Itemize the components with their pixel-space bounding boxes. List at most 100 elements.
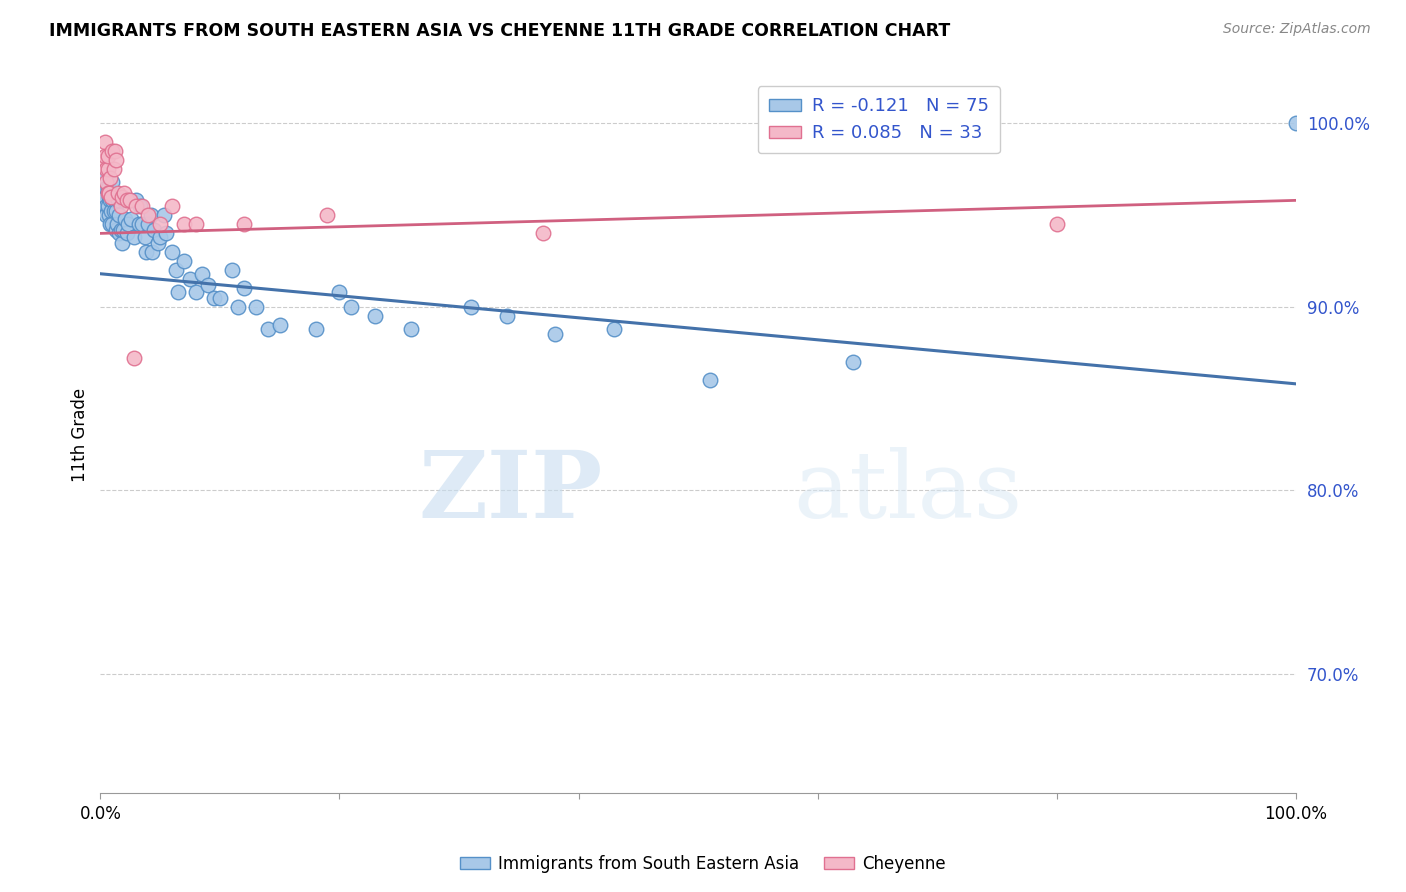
Point [340, 300, 363, 314]
Point [93, 153, 115, 167]
Point [155, 227, 177, 241]
Text: atlas: atlas [794, 448, 1024, 538]
Point [173, 254, 195, 268]
Point [136, 208, 159, 222]
Point [160, 199, 183, 213]
Point [232, 217, 254, 231]
Point [131, 199, 153, 213]
Point [128, 199, 150, 213]
Point [184, 217, 207, 231]
Point [115, 227, 138, 241]
Point [98, 194, 121, 208]
Point [115, 194, 138, 208]
Point [104, 144, 127, 158]
Point [316, 208, 339, 222]
Point [120, 194, 142, 208]
Point [256, 322, 278, 336]
Point [603, 322, 626, 336]
Text: ZIP: ZIP [418, 448, 602, 538]
Point [399, 322, 422, 336]
Legend: Immigrants from South Eastern Asia, Cheyenne: Immigrants from South Eastern Asia, Chey… [453, 848, 953, 880]
Point [97, 190, 120, 204]
Point [112, 194, 135, 208]
Point [149, 230, 172, 244]
Point [100, 190, 122, 204]
Point [101, 194, 124, 208]
Point [191, 267, 214, 281]
Point [1046, 217, 1069, 231]
Point [152, 208, 174, 222]
Point [111, 235, 134, 250]
Point [94, 149, 117, 163]
Point [111, 190, 134, 204]
Point [110, 223, 132, 237]
Point [112, 186, 135, 200]
Point [531, 227, 554, 241]
Point [103, 204, 125, 219]
Point [108, 208, 131, 222]
Point [134, 230, 156, 244]
Point [101, 217, 124, 231]
Point [104, 153, 127, 167]
Point [96, 199, 118, 213]
Point [108, 227, 131, 241]
Point [107, 186, 129, 200]
Point [104, 204, 127, 219]
Point [139, 208, 162, 222]
Point [93, 171, 115, 186]
Point [96, 180, 118, 194]
Point [98, 171, 121, 186]
Point [94, 190, 117, 204]
Point [96, 180, 118, 194]
Point [1285, 116, 1308, 130]
Point [208, 291, 231, 305]
Point [103, 162, 125, 177]
Point [97, 186, 120, 200]
Point [112, 223, 135, 237]
Point [96, 175, 118, 189]
Point [699, 373, 721, 387]
Legend: R = -0.121   N = 75, R = 0.085   N = 33: R = -0.121 N = 75, R = 0.085 N = 33 [758, 87, 1000, 153]
Point [842, 355, 865, 369]
Point [122, 351, 145, 366]
Point [96, 199, 118, 213]
Point [117, 217, 139, 231]
Point [97, 208, 120, 222]
Point [96, 186, 118, 200]
Point [173, 217, 195, 231]
Point [160, 244, 183, 259]
Point [105, 217, 128, 231]
Point [107, 194, 129, 208]
Point [167, 285, 190, 299]
Point [245, 300, 267, 314]
Point [96, 149, 118, 163]
Point [364, 309, 387, 323]
Point [135, 244, 157, 259]
Point [96, 162, 118, 177]
Point [101, 144, 124, 158]
Point [232, 281, 254, 295]
Point [122, 230, 145, 244]
Point [143, 223, 166, 237]
Point [136, 217, 159, 231]
Point [179, 272, 201, 286]
Point [94, 135, 117, 149]
Point [165, 263, 187, 277]
Point [269, 318, 291, 332]
Text: IMMIGRANTS FROM SOUTH EASTERN ASIA VS CHEYENNE 11TH GRADE CORRELATION CHART: IMMIGRANTS FROM SOUTH EASTERN ASIA VS CH… [49, 22, 950, 40]
Point [96, 162, 118, 177]
Point [184, 285, 207, 299]
Point [495, 309, 517, 323]
Point [98, 217, 121, 231]
Point [304, 322, 326, 336]
Point [125, 199, 148, 213]
Point [221, 263, 243, 277]
Point [114, 211, 136, 226]
Point [104, 223, 127, 237]
Point [460, 300, 482, 314]
Point [125, 194, 148, 208]
Point [146, 235, 169, 250]
Point [96, 208, 118, 222]
Point [131, 217, 153, 231]
Point [120, 211, 142, 226]
